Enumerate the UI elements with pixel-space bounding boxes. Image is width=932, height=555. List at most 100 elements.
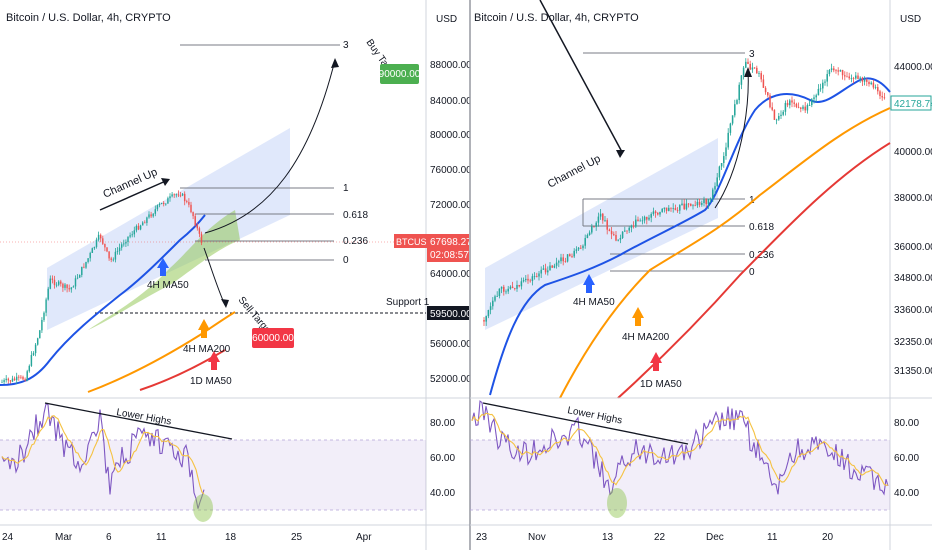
candle-body bbox=[841, 69, 844, 76]
candle-body bbox=[650, 213, 652, 218]
candle-body bbox=[104, 243, 106, 248]
candle-body bbox=[606, 220, 608, 230]
candle-body bbox=[707, 198, 710, 205]
candle-body bbox=[573, 250, 575, 257]
ma50-1d-label: 1D MA50 bbox=[190, 376, 232, 387]
candle-body bbox=[30, 354, 33, 366]
candle-body bbox=[734, 104, 736, 116]
candle-body bbox=[9, 380, 12, 382]
candle-body bbox=[496, 295, 498, 297]
candle-body bbox=[670, 207, 672, 209]
symbol-badge bbox=[394, 234, 427, 248]
rsi-ma-line bbox=[1, 415, 205, 495]
price-tick: 84000.00 bbox=[430, 96, 472, 107]
candle-body bbox=[828, 69, 831, 75]
candle-body bbox=[18, 376, 20, 378]
candle-body bbox=[55, 284, 58, 286]
candle-body bbox=[822, 82, 824, 89]
rsi-tick: 60.00 bbox=[430, 453, 455, 464]
candle-body bbox=[709, 198, 712, 200]
candle-body bbox=[802, 106, 804, 109]
candle-body bbox=[833, 68, 835, 71]
candle-body bbox=[53, 279, 56, 286]
candle-body bbox=[635, 219, 637, 227]
rsi-tick: 60.00 bbox=[894, 453, 919, 464]
candle-body bbox=[66, 284, 68, 289]
candle-body bbox=[141, 222, 144, 226]
candle-body bbox=[51, 278, 54, 280]
candle-body bbox=[492, 300, 494, 307]
candle-body bbox=[500, 286, 503, 289]
fib-3-label: 3 bbox=[749, 49, 755, 60]
candle-body bbox=[692, 205, 694, 207]
candle-body bbox=[630, 225, 633, 228]
candle-body bbox=[110, 258, 112, 260]
last-price-badge bbox=[890, 95, 932, 111]
candle-body bbox=[795, 103, 798, 107]
candle-body bbox=[1, 381, 3, 383]
time-axis[interactable]: 23 Nov 13 22 Dec 11 20 bbox=[476, 532, 834, 543]
time-tick: 25 bbox=[291, 532, 303, 543]
candle-body bbox=[162, 202, 165, 205]
price-tick: 32350.00 bbox=[894, 337, 932, 348]
candle-body bbox=[553, 265, 556, 268]
candle-body bbox=[815, 95, 817, 98]
symbol-badge-text: BTCUSD bbox=[396, 237, 434, 247]
candle-body bbox=[575, 249, 578, 251]
candle-body bbox=[824, 81, 826, 83]
fib-0236-label: 0.236 bbox=[749, 250, 774, 261]
candle-body bbox=[544, 268, 547, 273]
candle-body bbox=[663, 207, 666, 209]
time-axis[interactable]: 24 Mar 6 11 18 25 Apr bbox=[2, 532, 372, 543]
ma50-1d-line bbox=[139, 349, 226, 391]
fib-0236-label: 0.236 bbox=[343, 236, 368, 247]
candle-body bbox=[883, 97, 886, 99]
candle-body bbox=[740, 75, 743, 85]
candle-body bbox=[83, 266, 85, 268]
candle-body bbox=[102, 238, 104, 244]
ma50-4h-label: 4H MA50 bbox=[147, 280, 189, 291]
candle-body bbox=[566, 254, 569, 262]
candle-body bbox=[171, 194, 173, 197]
candle-body bbox=[806, 105, 809, 111]
candle-body bbox=[641, 220, 644, 222]
candle-body bbox=[494, 296, 496, 301]
candle-body bbox=[775, 119, 778, 121]
candle-body bbox=[516, 284, 518, 289]
candle-body bbox=[648, 217, 650, 220]
candle-body bbox=[837, 70, 839, 72]
price-tick: 31350.00 bbox=[894, 366, 932, 377]
rsi-tick: 80.00 bbox=[430, 418, 455, 429]
time-tick: 24 bbox=[2, 532, 14, 543]
candle-body bbox=[127, 236, 129, 243]
candle-body bbox=[120, 244, 123, 248]
candle-body bbox=[646, 216, 648, 220]
candle-body bbox=[144, 222, 146, 224]
price-axis[interactable] bbox=[426, 0, 470, 525]
candle-body bbox=[34, 344, 37, 354]
candle-body bbox=[771, 107, 773, 110]
candle-body bbox=[657, 212, 659, 215]
candle-body bbox=[7, 378, 10, 381]
candle-body bbox=[863, 79, 866, 82]
candle-body bbox=[173, 194, 175, 196]
candle-body bbox=[24, 379, 26, 381]
ma200-4h-line bbox=[87, 311, 236, 393]
candle-body bbox=[49, 278, 52, 289]
price-tick: 44000.00 bbox=[894, 62, 932, 73]
candle-body bbox=[47, 288, 49, 300]
candle-body bbox=[89, 252, 91, 259]
candle-body bbox=[613, 234, 615, 235]
candle-body bbox=[786, 102, 789, 106]
time-tick: 6 bbox=[106, 532, 112, 543]
candle-body bbox=[547, 270, 549, 273]
candle-body bbox=[85, 261, 87, 268]
candle-body bbox=[43, 312, 45, 320]
candle-body bbox=[95, 239, 98, 247]
candle-body bbox=[192, 212, 194, 217]
candle-body bbox=[690, 203, 692, 206]
price-tick: 88000.00 bbox=[430, 60, 472, 71]
candle-body bbox=[20, 376, 22, 378]
rsi-band bbox=[470, 440, 890, 510]
price-tick: 56000.00 bbox=[430, 339, 472, 350]
